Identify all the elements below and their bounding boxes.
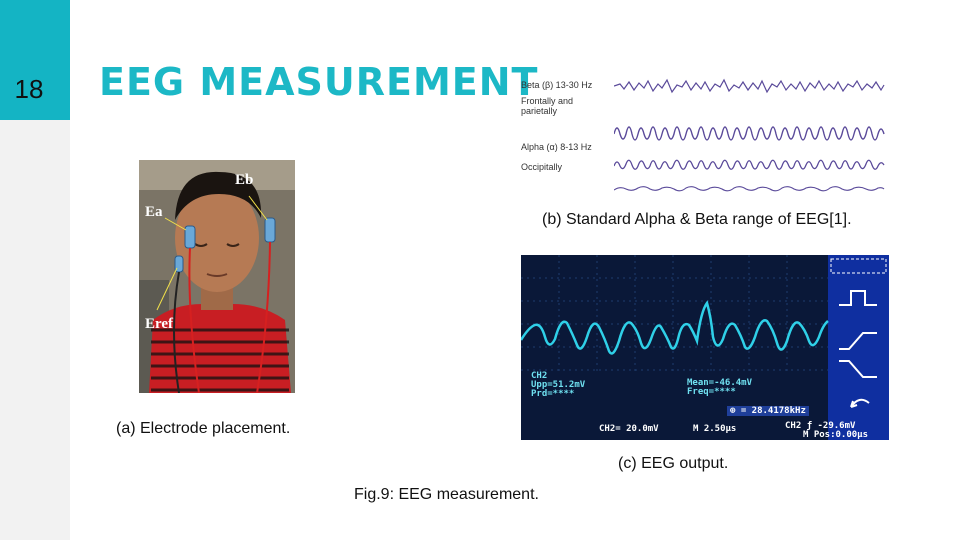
- scope-freq-readout: ⊕ = 28.4178kHz: [727, 406, 809, 416]
- beta-label: Beta (β) 13-30 Hz: [521, 80, 593, 90]
- square-wave-icon[interactable]: [839, 290, 877, 306]
- wave-traces: [614, 78, 885, 192]
- alpha-label: Alpha (α) 8-13 Hz: [521, 142, 592, 152]
- rising-edge-icon[interactable]: [839, 332, 877, 350]
- return-arrow-icon[interactable]: [850, 398, 870, 408]
- label-eb: Eb: [235, 172, 253, 188]
- scope-upp: Upp=51.2mV: [531, 380, 586, 390]
- frontal-label-2: parietally: [521, 106, 558, 116]
- alpha-beta-waves-figure: Beta (β) 13-30 Hz Frontally and parietal…: [516, 72, 896, 200]
- label-eref: Eref: [145, 316, 174, 332]
- caption-eeg-output: (c) EEG output.: [618, 455, 729, 472]
- slide-title: EEG MEASUREMENT: [99, 60, 539, 104]
- slide-number: 18: [14, 74, 44, 104]
- frontal-label-1: Frontally and: [521, 96, 574, 106]
- alpha-wave-trace-1: [614, 126, 885, 141]
- scope-trigger: CH2 ƒ -29.6mV: [785, 421, 856, 431]
- beta-wave-trace: [614, 78, 885, 94]
- scope-m-pos: M Pos:0.00μs: [803, 430, 869, 440]
- eeg-output-trace: [521, 300, 829, 355]
- scope-mean: Mean=-46.4mV: [687, 378, 753, 388]
- oscilloscope-display: [521, 255, 889, 440]
- label-ea: Ea: [145, 204, 163, 220]
- scope-prd: Prd=****: [531, 389, 575, 399]
- electrode-placement-photo: Ea Eb Eref: [139, 160, 295, 393]
- caption-alpha-beta: (b) Standard Alpha & Beta range of EEG[1…: [542, 211, 852, 228]
- scope-time-scale: M 2.50μs: [693, 424, 737, 434]
- alpha-wave-trace-2: [614, 159, 885, 170]
- occipital-label: Occipitally: [521, 162, 563, 172]
- figure-caption: Fig.9: EEG measurement.: [354, 486, 539, 503]
- caption-electrode-placement: (a) Electrode placement.: [116, 420, 291, 437]
- alpha-wave-trace-3: [614, 186, 885, 192]
- oscilloscope-screen: CH2 Upp=51.2mV Prd=**** Mean=-46.4mV Fre…: [521, 255, 889, 440]
- scope-freq: Freq=****: [687, 387, 736, 397]
- slide-number-box: [0, 0, 70, 120]
- falling-edge-icon[interactable]: [839, 360, 877, 378]
- scope-volts-div: CH2= 20.0mV: [599, 424, 659, 434]
- scope-channel: CH2: [531, 371, 548, 381]
